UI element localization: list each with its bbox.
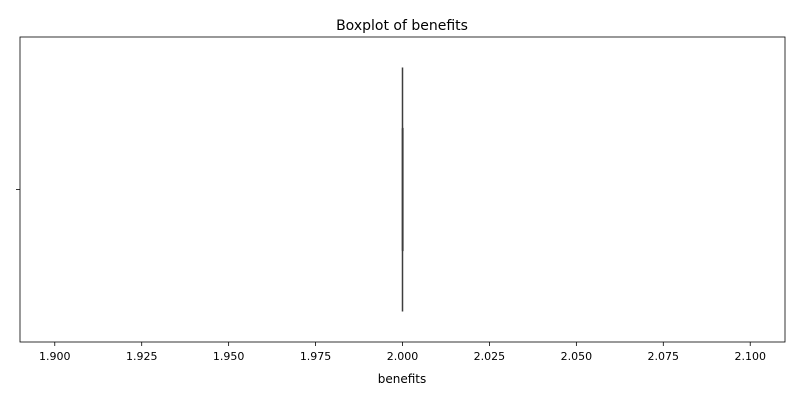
box-group xyxy=(401,67,404,312)
x-axis-label: benefits xyxy=(378,372,427,386)
x-tick-label: 2.025 xyxy=(474,350,506,363)
x-tick-label: 1.950 xyxy=(213,350,245,363)
x-tick-label: 2.000 xyxy=(387,350,419,363)
x-tick-label: 2.050 xyxy=(561,350,593,363)
chart-title: Boxplot of benefits xyxy=(336,18,468,34)
box-0 xyxy=(401,67,404,312)
x-tick-label: 1.975 xyxy=(300,350,332,363)
x-tick-label: 1.900 xyxy=(39,350,71,363)
x-tick-label: 1.925 xyxy=(126,350,158,363)
x-tick-label: 2.075 xyxy=(648,350,680,363)
x-tick-label: 2.100 xyxy=(734,350,766,363)
x-axis-ticks: 1.900 1.925 1.950 1.975 2.000 2.025 2.050 2.075… xyxy=(39,342,766,363)
